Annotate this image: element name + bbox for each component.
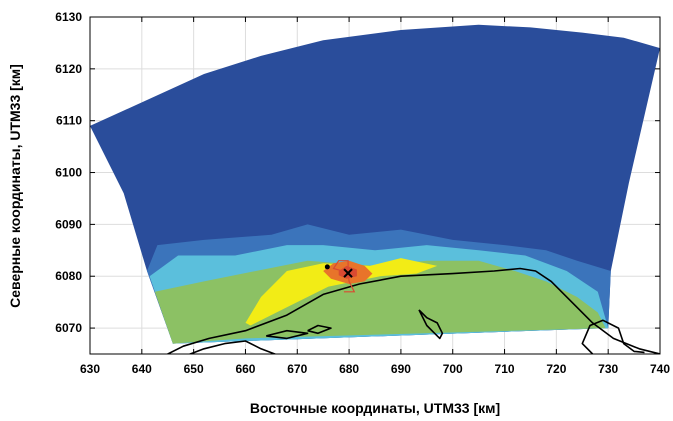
y-tick-label: 6100 — [55, 166, 82, 180]
x-tick-label: 670 — [287, 362, 307, 376]
y-tick-label: 6130 — [55, 10, 82, 24]
x-tick-label: 730 — [598, 362, 618, 376]
x-tick-label: 720 — [546, 362, 566, 376]
data-layer — [90, 24, 660, 354]
x-tick-label: 680 — [339, 362, 359, 376]
ticks: 630 640 650 660 670 680 690 700 710 720 730 740 6070… — [55, 10, 670, 376]
y-axis-label: Северные координаты, UTM33 [км] — [7, 64, 23, 308]
y-tick-label: 6070 — [55, 321, 82, 335]
x-tick-label: 690 — [391, 362, 411, 376]
coastline — [266, 329, 309, 340]
contour-level-5 — [245, 258, 438, 326]
x-tick-label: 640 — [132, 362, 152, 376]
y-tick-label: 6080 — [55, 269, 82, 283]
y-tick-label: 6110 — [56, 114, 82, 128]
plot-frame — [89, 16, 661, 355]
x-tick-label: 650 — [184, 362, 204, 376]
coastline — [165, 267, 660, 354]
x-axis-label: Восточные координаты, UTM33 [км] — [250, 400, 500, 416]
x-tick-label: 700 — [443, 362, 463, 376]
x-tick-label: 630 — [80, 362, 100, 376]
coastline — [187, 340, 278, 354]
y-tick-label: 6120 — [55, 62, 82, 76]
source-cross-marker — [343, 268, 353, 278]
coastline — [307, 324, 332, 335]
coastline — [581, 319, 645, 354]
source-track-line — [332, 260, 356, 293]
x-tick-label: 740 — [650, 362, 670, 376]
receptor-point-marker — [324, 264, 330, 270]
coastline — [418, 309, 444, 340]
x-tick-label: 660 — [235, 362, 255, 376]
x-tick-label: 710 — [495, 362, 515, 376]
cross-stroke — [343, 268, 353, 278]
y-tick-label: 6090 — [55, 217, 82, 231]
